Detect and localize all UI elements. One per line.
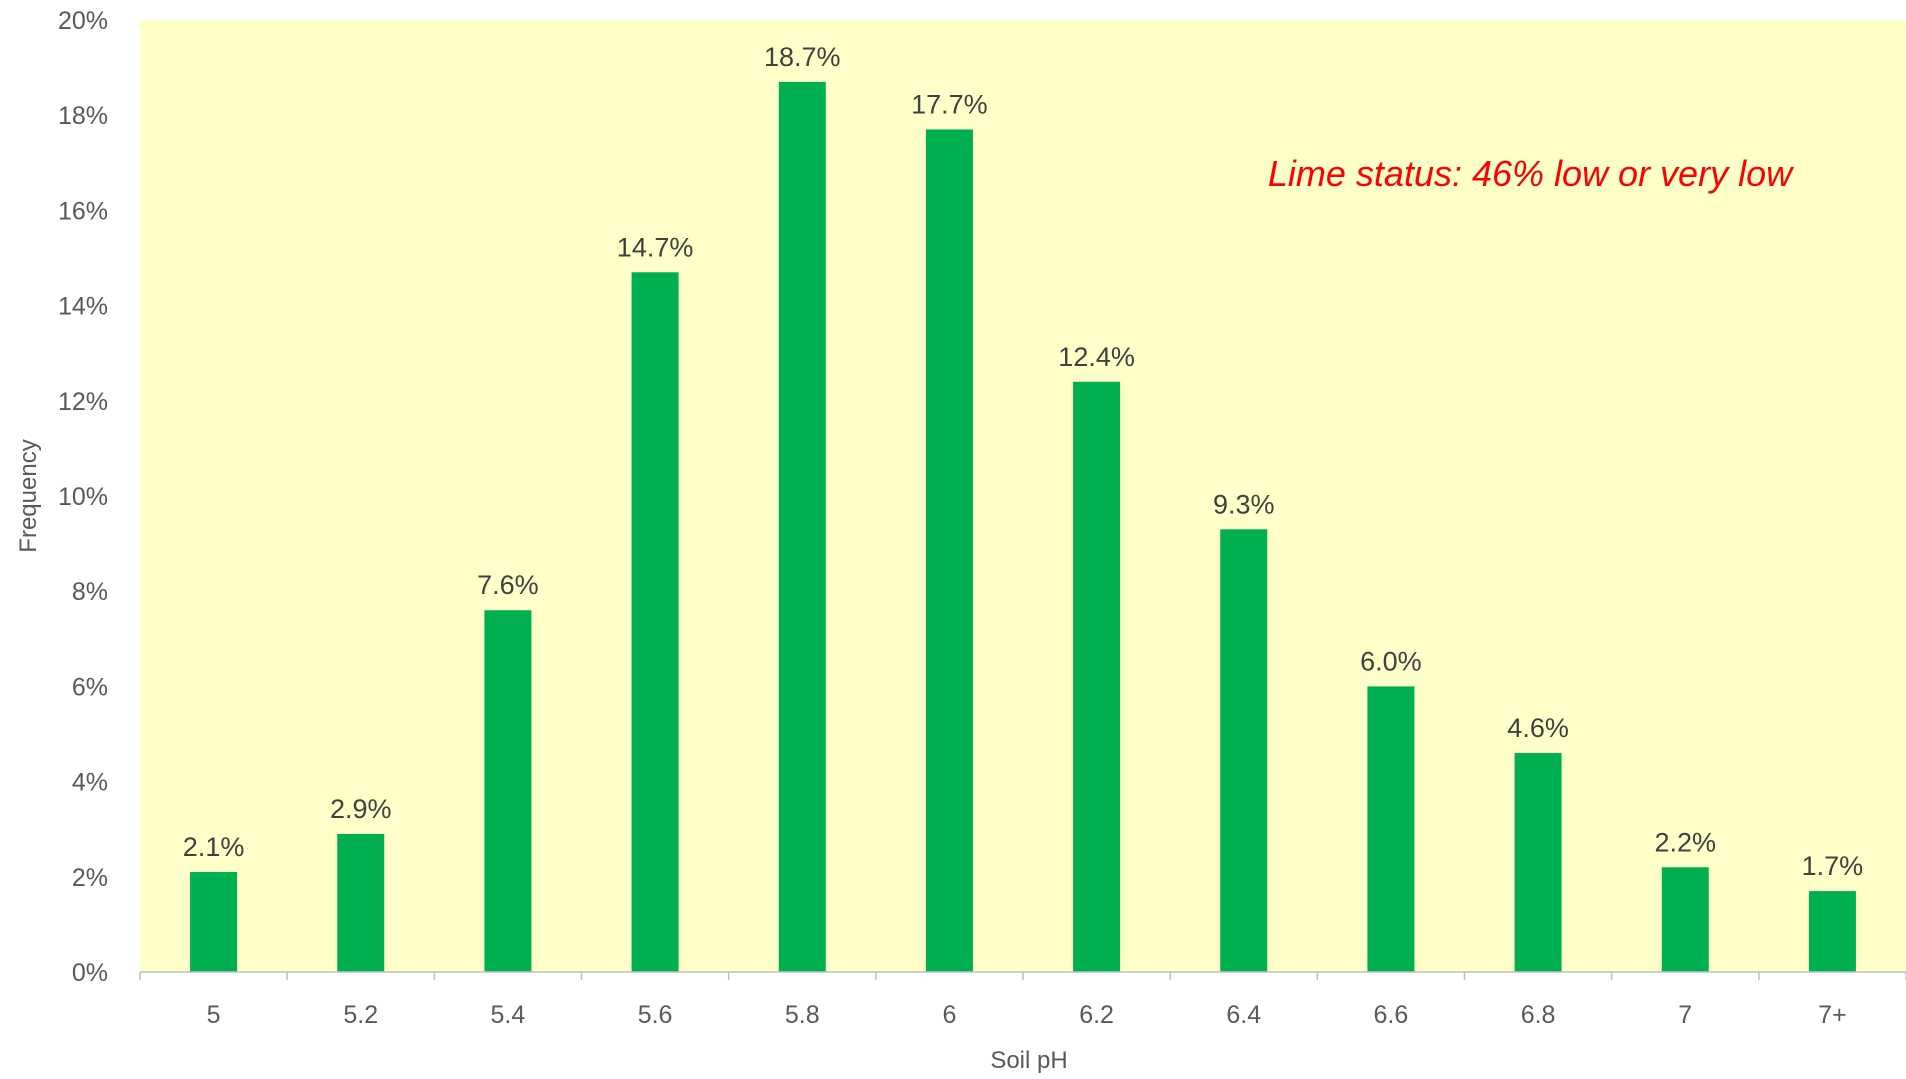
x-tick-label: 5.2: [343, 1001, 378, 1029]
data-label: 4.6%: [1507, 713, 1569, 743]
bar: [1367, 686, 1415, 972]
x-tick-label: 5.8: [785, 1001, 820, 1029]
y-tick-label: 12%: [58, 388, 108, 416]
lime-status-annotation: Lime status: 46% low or very low: [1268, 153, 1794, 194]
bar: [1514, 753, 1562, 972]
data-label: 17.7%: [911, 89, 988, 119]
x-tick-label: 5.4: [491, 1001, 526, 1029]
data-label: 18.7%: [764, 42, 841, 72]
x-tick-label: 6.8: [1521, 1001, 1556, 1029]
data-label: 2.9%: [330, 794, 392, 824]
y-tick-label: 0%: [72, 959, 108, 987]
bar: [484, 610, 532, 972]
y-tick-label: 6%: [72, 673, 108, 701]
bar: [1661, 867, 1709, 972]
data-label: 2.2%: [1654, 827, 1716, 857]
y-tick-label: 20%: [58, 7, 108, 35]
y-tick-label: 4%: [72, 769, 108, 797]
bar: [925, 129, 973, 973]
x-tick-label: 6.2: [1079, 1001, 1114, 1029]
bar: [631, 272, 679, 972]
plot-area: [140, 20, 1906, 972]
x-axis-ticks: 5 5.2 5.4 5.6 5.8 6 6.2 6.4 6.6 6.8 7 7+: [207, 1001, 1847, 1029]
x-tick-label: 6: [942, 1001, 956, 1029]
data-label: 14.7%: [617, 232, 694, 262]
x-tick-label: 5: [207, 1001, 221, 1029]
y-tick-label: 2%: [72, 864, 108, 892]
x-axis-title: Soil pH: [990, 1047, 1067, 1074]
y-tick-label: 18%: [58, 102, 108, 130]
y-axis-ticks: 0% 2% 4% 6% 8% 10% 12% 14% 16% 18% 20%: [58, 7, 108, 987]
data-label: 1.7%: [1802, 851, 1864, 881]
bar: [778, 81, 826, 972]
bar: [1073, 381, 1121, 972]
y-tick-label: 8%: [72, 578, 108, 606]
bar: [1220, 529, 1268, 972]
x-axis-tick-marks: [139, 972, 1906, 980]
bar: [337, 833, 385, 972]
y-tick-label: 16%: [58, 197, 108, 225]
data-label: 7.6%: [477, 570, 539, 600]
data-label: 9.3%: [1213, 489, 1275, 519]
x-tick-label: 6.4: [1226, 1001, 1261, 1029]
data-labels: 2.1% 2.9% 7.6% 14.7% 18.7% 17.7% 12.4% 9.3% 6.0%…: [183, 42, 1863, 881]
x-tick-label: 7+: [1818, 1001, 1847, 1029]
data-label: 2.1%: [183, 832, 245, 862]
bars: [190, 81, 1856, 973]
data-label: 12.4%: [1058, 342, 1135, 372]
bar: [190, 872, 238, 972]
x-tick-label: 6.6: [1374, 1001, 1409, 1029]
x-tick-label: 5.6: [638, 1001, 673, 1029]
bar: [1808, 891, 1856, 972]
x-tick-label: 7: [1678, 1001, 1692, 1029]
y-axis-title: Frequency: [15, 439, 42, 552]
data-label: 6.0%: [1360, 646, 1422, 676]
y-tick-label: 10%: [58, 483, 108, 511]
y-tick-label: 14%: [58, 293, 108, 321]
